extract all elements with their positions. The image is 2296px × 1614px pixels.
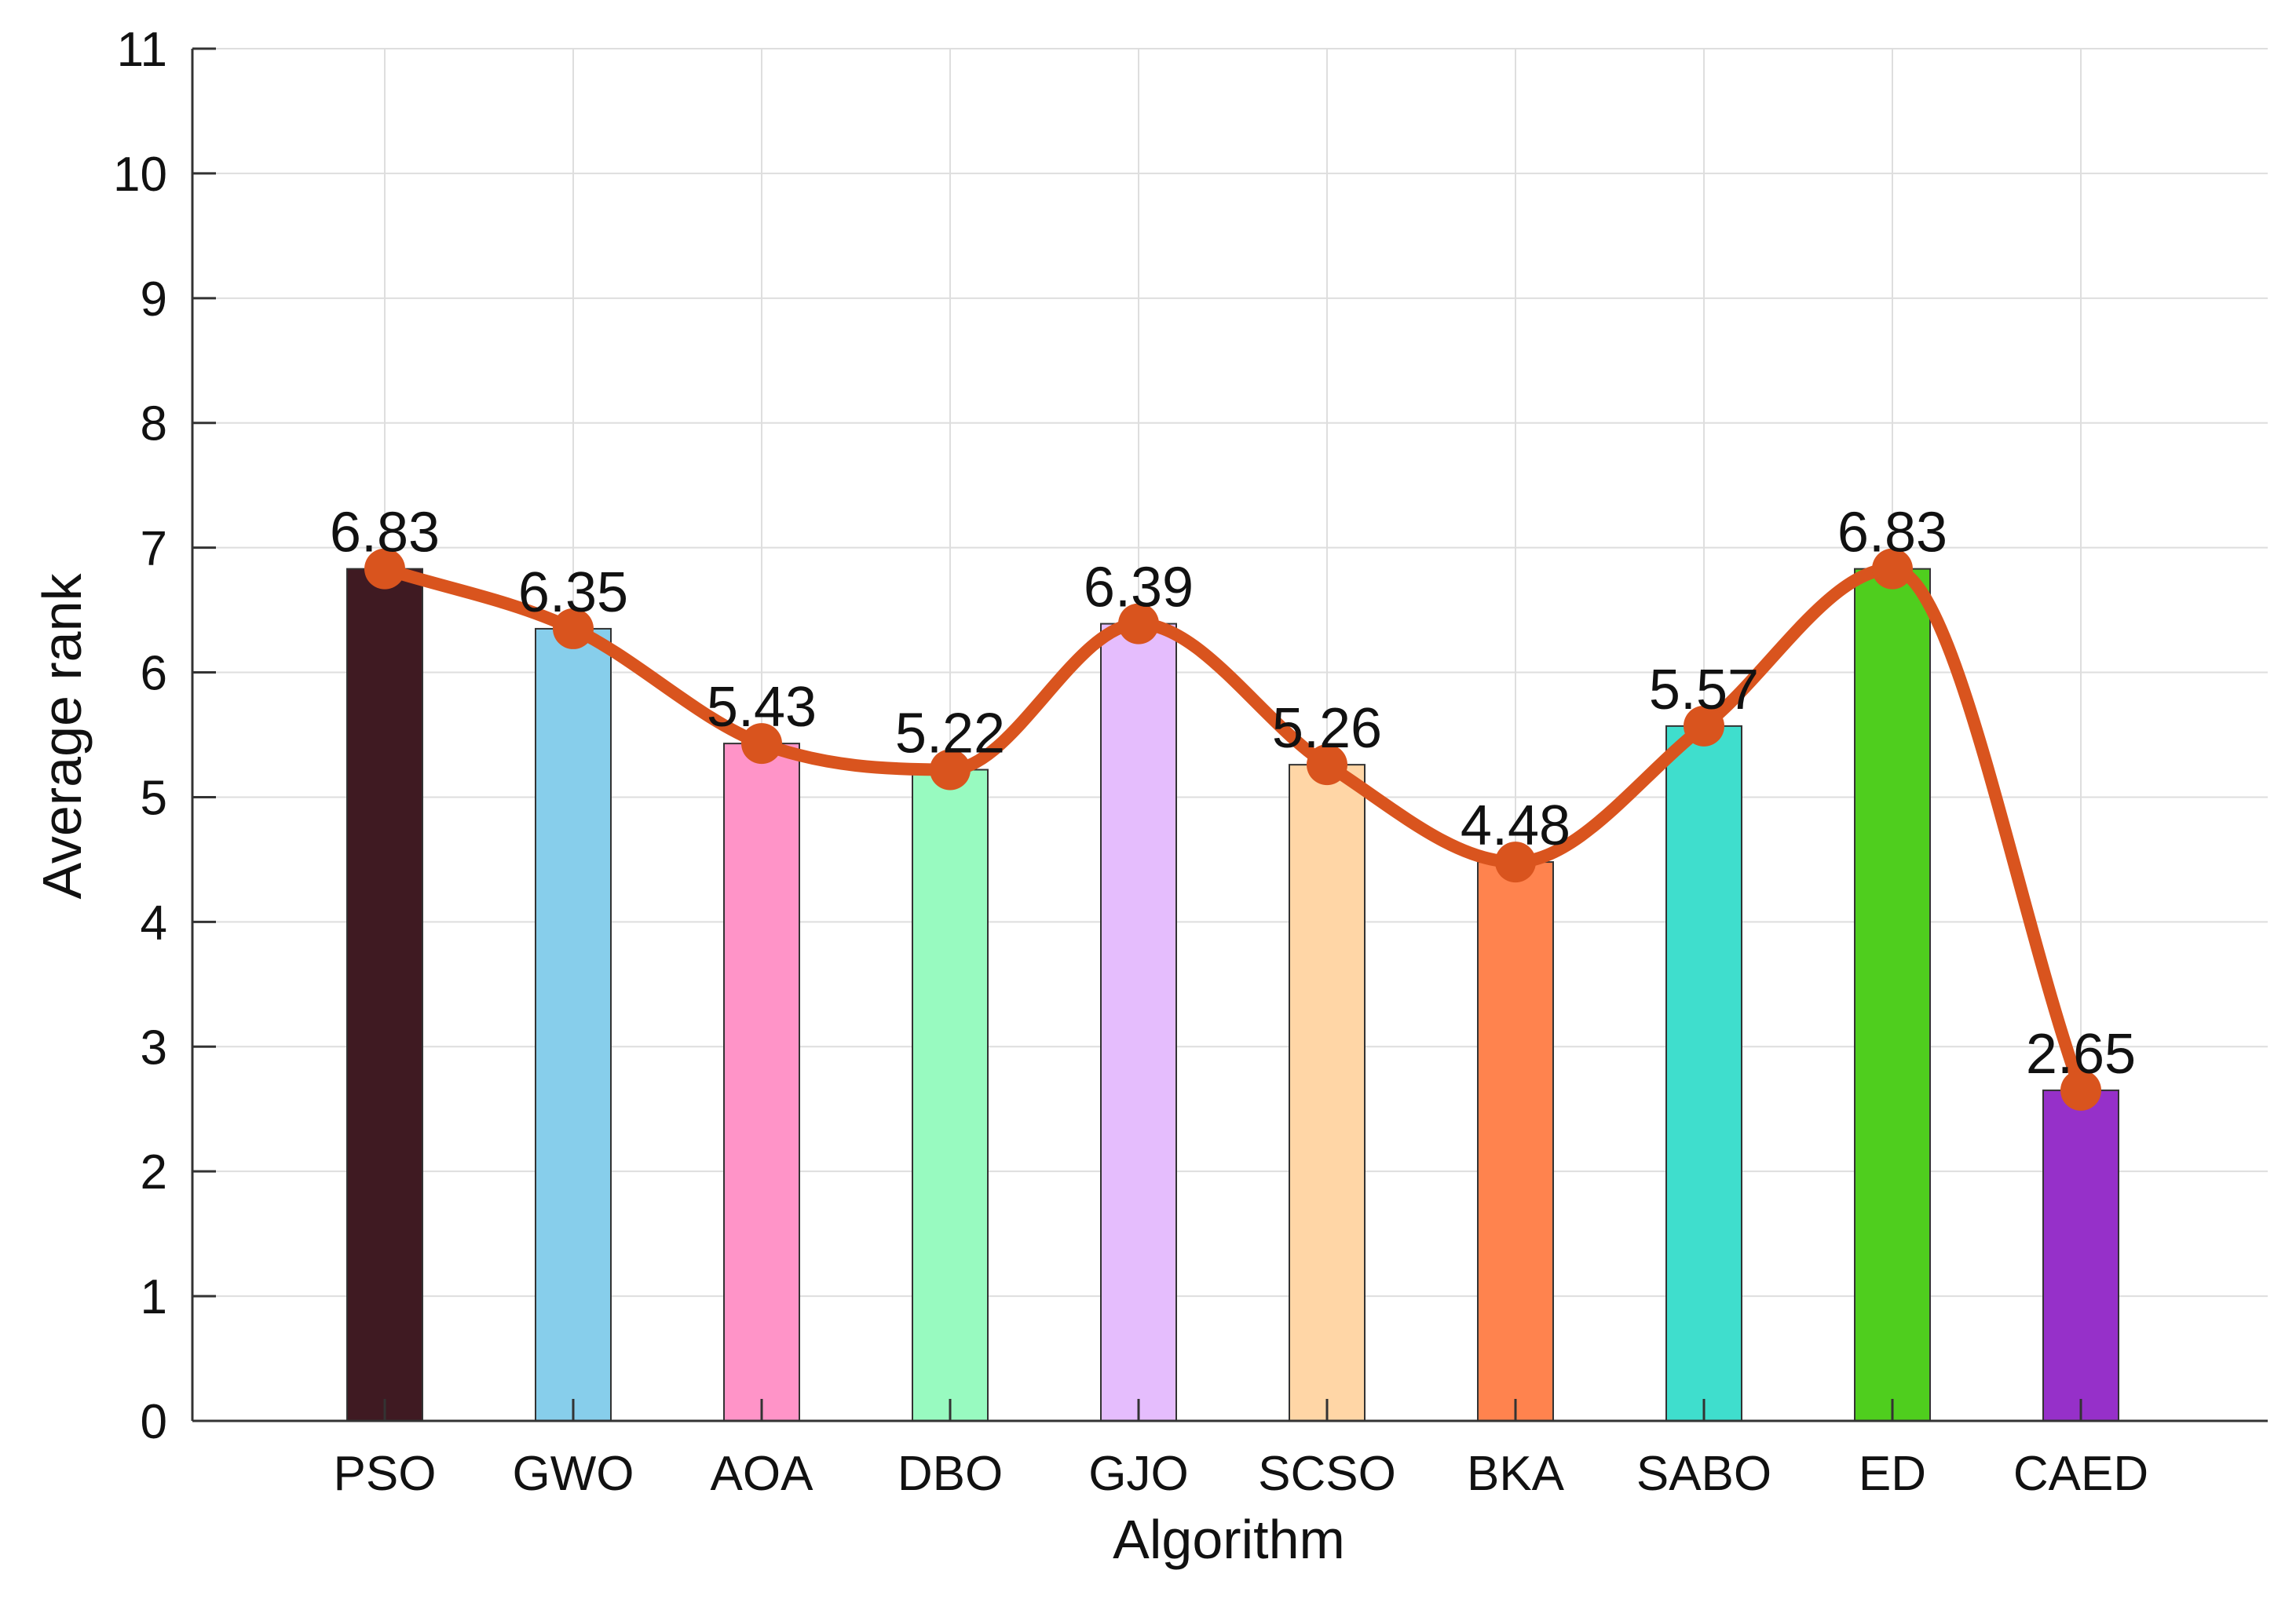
x-tick-label-pso: PSO [334,1447,437,1501]
line-point-ed [1872,548,1913,590]
y-tick-label: 8 [141,397,167,451]
overlay-line [364,548,2101,1111]
x-tick-label-gjo: GJO [1088,1447,1188,1501]
bar-dbo [912,769,989,1422]
line-point-gwo [553,608,594,649]
x-tick-label-bka: BKA [1467,1447,1565,1501]
x-tick-label-sabo: SABO [1636,1447,1771,1501]
axes: 0 1 2 3 4 5 6 7 8 9 10 11 PSO GWO AOA DBO GJO SCSO BKA SABO… [113,23,2268,1501]
x-tick-label-scso: SCSO [1258,1447,1396,1501]
line-point-aoa [741,723,782,765]
y-tick-label: 1 [141,1270,167,1324]
line-point-scso [1307,744,1347,786]
y-tick-label: 2 [141,1145,167,1200]
bar-sabo [1665,725,1742,1422]
y-tick-label: 3 [141,1021,167,1075]
y-tick-label: 5 [141,771,167,825]
bar-pso [346,568,423,1422]
y-tick-label: 7 [141,522,167,576]
data-label-caed: 2.65 [2026,1023,2136,1086]
y-tick-label: 6 [141,647,167,701]
line-point-sabo [1684,705,1724,747]
y-tick-label: 0 [141,1395,167,1449]
x-axis-title: Algorithm [1113,1509,1345,1570]
data-label-bka: 4.48 [1461,794,1570,857]
bars [346,568,2119,1422]
y-tick-label: 9 [141,272,167,327]
x-tick-label-gwo: GWO [513,1447,634,1501]
x-tick-label-aoa: AOA [711,1447,814,1501]
x-tick-label-caed: CAED [2013,1447,2148,1501]
line-point-gjo [1118,603,1159,645]
data-label-pso: 6.83 [330,502,440,564]
bar-scso [1289,764,1366,1422]
line-point-pso [364,548,405,590]
data-label-aoa: 5.43 [707,676,817,739]
bar-aoa [723,743,800,1422]
data-label-dbo: 5.22 [895,702,1005,765]
line-point-caed [2060,1069,2101,1111]
line-point-dbo [930,749,971,791]
data-label-ed: 6.83 [1837,502,1947,564]
y-axis-title: Average rank [31,572,93,899]
data-label-gjo: 6.39 [1084,557,1194,619]
line-point-bka [1495,842,1536,883]
y-tick-label: 4 [141,896,167,950]
bar-gjo [1100,623,1177,1422]
y-tick-label: 10 [113,148,167,202]
y-tick-label: 11 [117,23,167,77]
bar-ed [1854,568,1931,1422]
bar-caed [2042,1089,2119,1422]
bar-bka [1477,861,1554,1422]
x-tick-label-dbo: DBO [898,1447,1003,1501]
data-label-scso: 5.26 [1272,697,1382,760]
data-label-sabo: 5.57 [1649,659,1759,721]
data-label-gwo: 6.35 [518,561,628,624]
data-labels: 6.83 6.35 5.43 5.22 6.39 5.26 4.48 5.57 6.83 2.65 [330,502,2136,1086]
x-tick-label-ed: ED [1859,1447,1926,1501]
bar-gwo [535,627,612,1422]
